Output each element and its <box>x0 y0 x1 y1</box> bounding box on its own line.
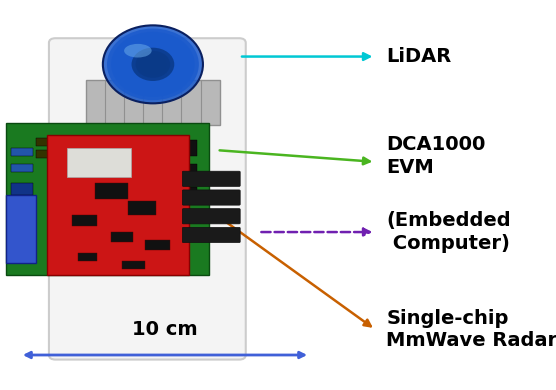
Ellipse shape <box>123 41 182 87</box>
Bar <box>167 164 197 179</box>
Bar <box>122 261 145 269</box>
Ellipse shape <box>111 32 195 97</box>
Text: (Embedded
 Computer): (Embedded Computer) <box>386 211 511 253</box>
Ellipse shape <box>132 48 174 81</box>
Ellipse shape <box>148 60 158 68</box>
Ellipse shape <box>119 38 187 90</box>
Bar <box>111 232 133 242</box>
FancyBboxPatch shape <box>86 80 220 125</box>
Bar <box>36 150 56 158</box>
Bar <box>6 195 36 263</box>
Bar <box>145 240 170 250</box>
Bar <box>36 138 56 146</box>
Bar <box>67 148 131 177</box>
Ellipse shape <box>115 35 191 94</box>
Text: DCA1000
EVM: DCA1000 EVM <box>386 135 486 177</box>
Bar <box>6 123 208 275</box>
Bar <box>167 187 197 203</box>
Text: LiDAR: LiDAR <box>386 47 451 66</box>
Ellipse shape <box>107 28 199 100</box>
Bar <box>167 140 197 156</box>
FancyBboxPatch shape <box>182 190 240 205</box>
Bar <box>14 216 28 222</box>
Bar <box>95 183 128 199</box>
Ellipse shape <box>103 25 203 103</box>
Bar <box>11 164 33 172</box>
Bar <box>14 236 28 242</box>
Text: Single-chip
MmWave Radar: Single-chip MmWave Radar <box>386 308 556 351</box>
Text: 10 cm: 10 cm <box>132 321 198 339</box>
Bar <box>14 255 28 261</box>
Bar <box>47 135 189 275</box>
Bar <box>11 183 33 195</box>
Ellipse shape <box>140 54 166 74</box>
Ellipse shape <box>136 51 170 78</box>
Bar <box>11 148 33 156</box>
FancyBboxPatch shape <box>49 38 246 360</box>
Bar <box>72 215 97 226</box>
Bar <box>128 201 156 214</box>
Ellipse shape <box>124 44 152 57</box>
FancyBboxPatch shape <box>182 227 240 243</box>
Ellipse shape <box>144 57 162 71</box>
FancyBboxPatch shape <box>182 171 240 186</box>
FancyBboxPatch shape <box>182 209 240 224</box>
Ellipse shape <box>127 44 178 84</box>
Bar <box>78 254 97 261</box>
